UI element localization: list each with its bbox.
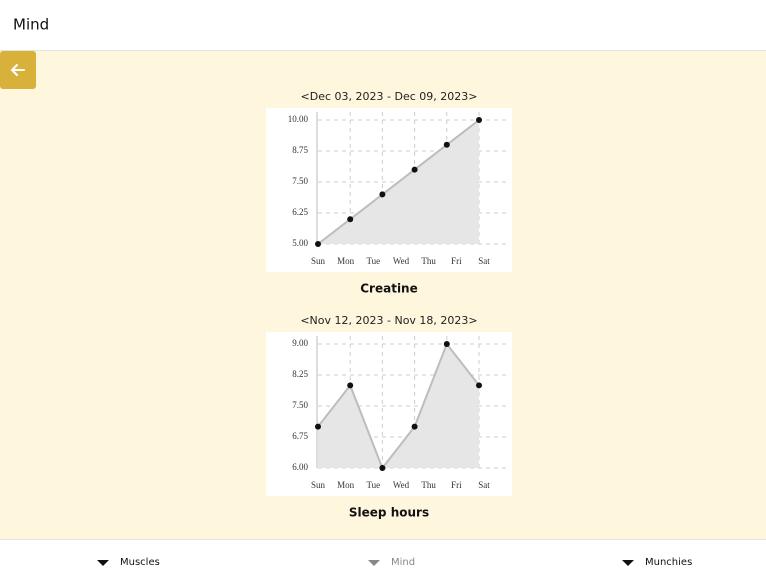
x-tick-label: Wed — [393, 480, 410, 490]
x-tick-label: Tue — [366, 480, 380, 490]
x-tick-label: Sun — [311, 256, 326, 266]
y-tick-label: 7.50 — [292, 176, 308, 186]
point — [476, 382, 482, 389]
point — [379, 465, 386, 471]
x-tick-label: Sat — [478, 480, 490, 490]
charts: <Dec 03, 2023 - Dec 09, 2023> 5.00 6.25 7.5… — [266, 90, 512, 520]
x-tick-label: Mon — [337, 256, 355, 266]
point — [347, 216, 354, 223]
date-range: <Dec 03, 2023 - Dec 09, 2023> — [301, 90, 478, 103]
point — [315, 423, 321, 430]
back-button[interactable] — [0, 51, 36, 89]
point — [315, 241, 321, 247]
nav-icon[interactable] — [622, 560, 634, 566]
line — [317, 341, 480, 471]
point — [347, 382, 354, 389]
header-title: Mind — [13, 16, 49, 34]
chart-title: Sleep hours — [349, 506, 429, 520]
point — [476, 117, 482, 123]
nav-label[interactable]: Munchies — [645, 557, 692, 568]
x-tick-label: Thu — [421, 480, 436, 490]
area — [318, 344, 479, 468]
x-tick-label: Fri — [451, 480, 462, 490]
line — [317, 119, 480, 245]
x-tick-label: Fri — [451, 256, 462, 266]
point — [379, 191, 386, 198]
x-tick-label: Sun — [311, 480, 326, 490]
y-tick-label: 6.00 — [292, 462, 308, 472]
x-tick-label: Mon — [337, 480, 355, 490]
nav-bar — [0, 539, 766, 575]
y-tick-label: 7.50 — [292, 400, 308, 410]
y-tick-label: 6.25 — [292, 207, 308, 217]
header-bar — [0, 0, 766, 50]
nav: Muscles Mind Munchies — [97, 557, 692, 568]
x-tick-label: Thu — [421, 256, 436, 266]
date-range: <Nov 12, 2023 - Nov 18, 2023> — [300, 314, 477, 327]
chart-title: Creatine — [360, 282, 418, 296]
x-tick-label: Tue — [366, 256, 380, 266]
y-tick-label: 8.75 — [292, 145, 308, 155]
nav-item[interactable]: Mind — [368, 557, 415, 568]
x-tick-label: Sat — [478, 256, 490, 266]
y-tick-label: 5.00 — [292, 238, 308, 248]
nav-label[interactable]: Muscles — [120, 557, 160, 568]
nav-item[interactable]: Muscles — [97, 557, 160, 568]
back-arrow[interactable] — [10, 64, 25, 76]
nav-item[interactable]: Munchies — [622, 557, 692, 568]
nav-icon[interactable] — [97, 560, 109, 566]
y-tick-label: 8.25 — [292, 369, 308, 379]
point — [411, 423, 418, 430]
nav-label[interactable]: Mind — [391, 557, 415, 568]
y-tick-label: 9.00 — [292, 338, 308, 348]
point — [443, 341, 450, 347]
point — [411, 166, 418, 173]
x-tick-label: Wed — [393, 256, 410, 266]
nav-icon[interactable] — [368, 560, 380, 566]
y-tick-label: 10.00 — [288, 114, 309, 124]
point — [443, 141, 450, 148]
y-tick-label: 6.75 — [292, 431, 308, 441]
